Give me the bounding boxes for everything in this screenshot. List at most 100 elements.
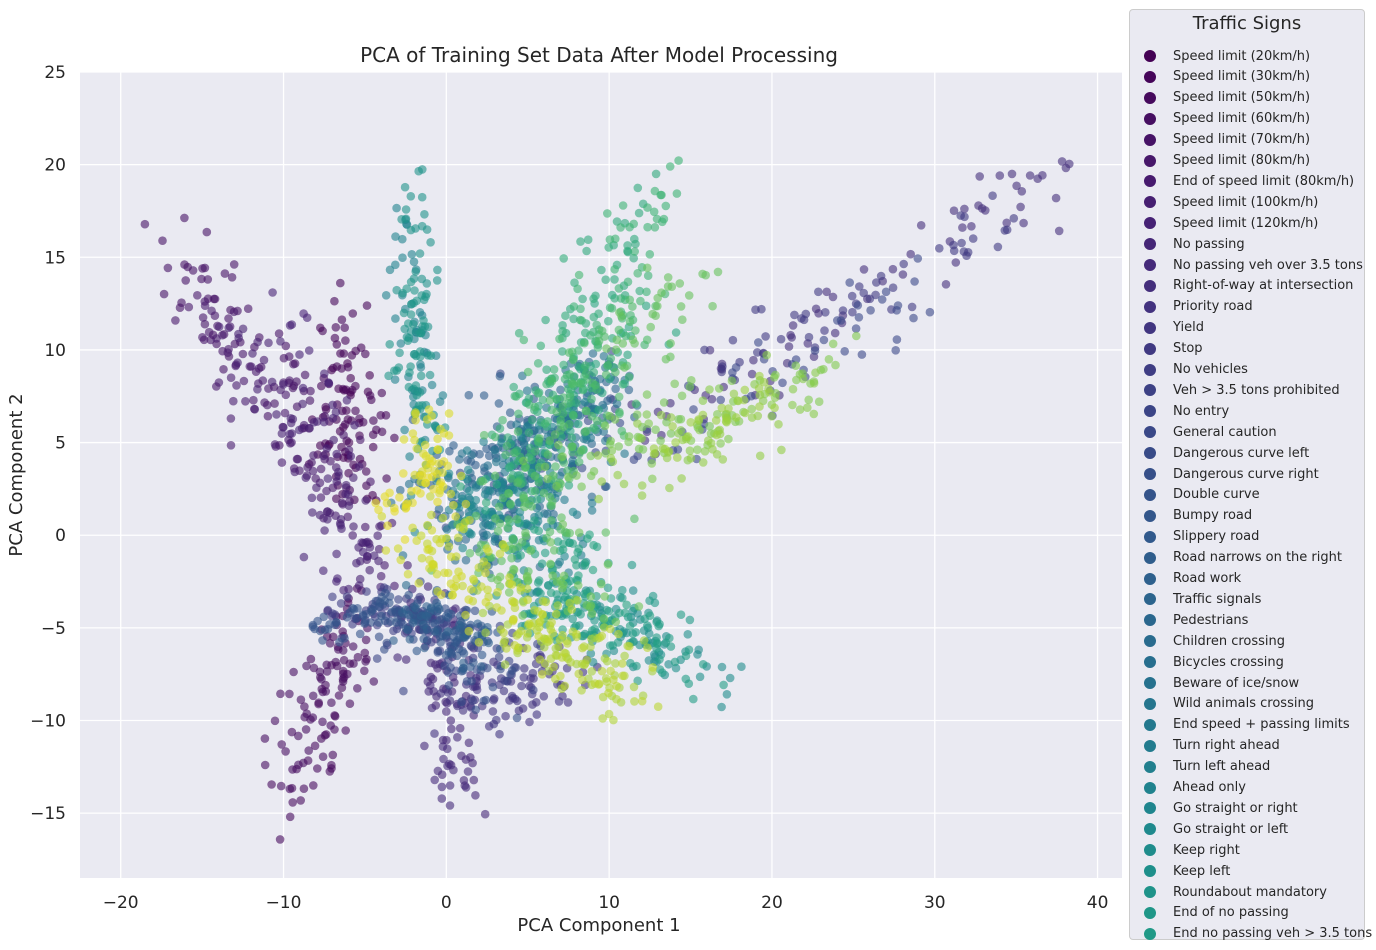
scatter-point <box>633 451 642 461</box>
scatter-point <box>698 660 708 669</box>
scatter-point <box>770 403 779 413</box>
scatter-point <box>647 459 657 468</box>
scatter-point <box>436 689 446 698</box>
scatter-point <box>482 530 492 540</box>
scatter-point <box>556 385 565 395</box>
scatter-point <box>224 314 233 323</box>
scatter-point <box>336 599 346 608</box>
scatter-point <box>754 384 764 393</box>
scatter-point <box>263 400 272 410</box>
scatter-point <box>967 222 976 231</box>
scatter-point <box>401 580 411 590</box>
scatter-point <box>519 456 528 466</box>
scatter-point <box>770 393 780 402</box>
scatter-point <box>628 302 637 311</box>
scatter-point <box>910 277 919 286</box>
legend-marker-icon <box>1144 614 1156 627</box>
scatter-point <box>377 388 387 398</box>
scatter-point <box>665 633 674 643</box>
scatter-point <box>277 458 287 467</box>
scatter-point <box>666 398 675 408</box>
legend-item: Right-of-way at intersection <box>1144 276 1353 296</box>
scatter-point <box>892 306 901 315</box>
scatter-point <box>500 660 510 669</box>
scatter-point <box>672 189 682 198</box>
legend-label: Priority road <box>1173 299 1253 315</box>
scatter-point <box>717 662 727 672</box>
scatter-point <box>398 608 407 617</box>
scatter-point <box>857 350 867 359</box>
scatter-point <box>325 639 335 648</box>
scatter-point <box>578 643 587 653</box>
scatter-point <box>601 370 611 380</box>
scatter-point <box>618 201 628 210</box>
scatter-point <box>613 470 622 480</box>
legend-label: Dangerous curve left <box>1173 445 1310 461</box>
scatter-point <box>339 349 349 358</box>
scatter-point <box>481 628 490 637</box>
scatter-point <box>433 434 442 444</box>
scatter-point <box>711 416 721 425</box>
scatter-point <box>406 192 416 201</box>
legend-label: No entry <box>1173 403 1230 419</box>
scatter-point <box>988 191 997 200</box>
scatter-point <box>433 646 443 656</box>
scatter-point <box>481 506 490 515</box>
legend-label: Speed limit (20km/h) <box>1173 48 1311 64</box>
scatter-point <box>958 223 967 232</box>
scatter-point <box>552 394 561 404</box>
scatter-point <box>263 411 273 421</box>
scatter-point <box>960 204 969 214</box>
scatter-point <box>158 236 167 245</box>
scatter-point <box>1002 225 1012 235</box>
scatter-point <box>614 629 623 639</box>
scatter-point <box>585 530 594 539</box>
scatter-point <box>471 511 481 521</box>
scatter-point <box>322 660 332 670</box>
scatter-point <box>270 399 279 408</box>
scatter-point <box>633 419 642 428</box>
scatter-point <box>650 223 660 232</box>
scatter-point <box>1061 163 1071 173</box>
scatter-point <box>234 333 243 343</box>
legend-label: Road narrows on the right <box>1173 550 1342 566</box>
scatter-point <box>553 601 563 610</box>
scatter-point <box>625 317 635 327</box>
scatter-point <box>650 598 660 608</box>
scatter-point <box>643 263 652 273</box>
scatter-point <box>552 407 561 417</box>
legend-label: Stop <box>1173 341 1203 357</box>
scatter-point <box>356 435 365 445</box>
scatter-point <box>607 446 617 456</box>
scatter-point <box>637 696 647 706</box>
scatter-point <box>499 686 509 696</box>
scatter-point <box>573 596 582 605</box>
scatter-point <box>891 346 900 355</box>
scatter-point <box>548 571 557 580</box>
scatter-point <box>625 295 635 305</box>
scatter-point <box>484 638 494 648</box>
scatter-point <box>426 604 436 613</box>
scatter-point <box>560 495 569 505</box>
scatter-point <box>411 381 421 390</box>
y-tick-label: 0 <box>55 526 66 546</box>
scatter-point <box>545 396 555 405</box>
scatter-point <box>433 445 443 455</box>
scatter-point <box>332 549 341 559</box>
scatter-point <box>575 411 585 420</box>
scatter-point <box>416 360 425 369</box>
scatter-point <box>610 294 619 303</box>
scatter-point <box>554 440 563 450</box>
legend-marker-icon <box>1144 321 1156 334</box>
scatter-point <box>612 694 621 704</box>
scatter-point <box>328 592 337 602</box>
scatter-point <box>334 691 344 700</box>
scatter-point <box>503 523 512 532</box>
scatter-point <box>714 384 724 393</box>
scatter-point <box>667 282 677 292</box>
scatter-point <box>618 593 627 603</box>
y-tick-label: −15 <box>30 804 66 824</box>
legend-marker-icon <box>1144 447 1156 460</box>
scatter-point <box>558 347 567 356</box>
scatter-point <box>684 679 694 688</box>
